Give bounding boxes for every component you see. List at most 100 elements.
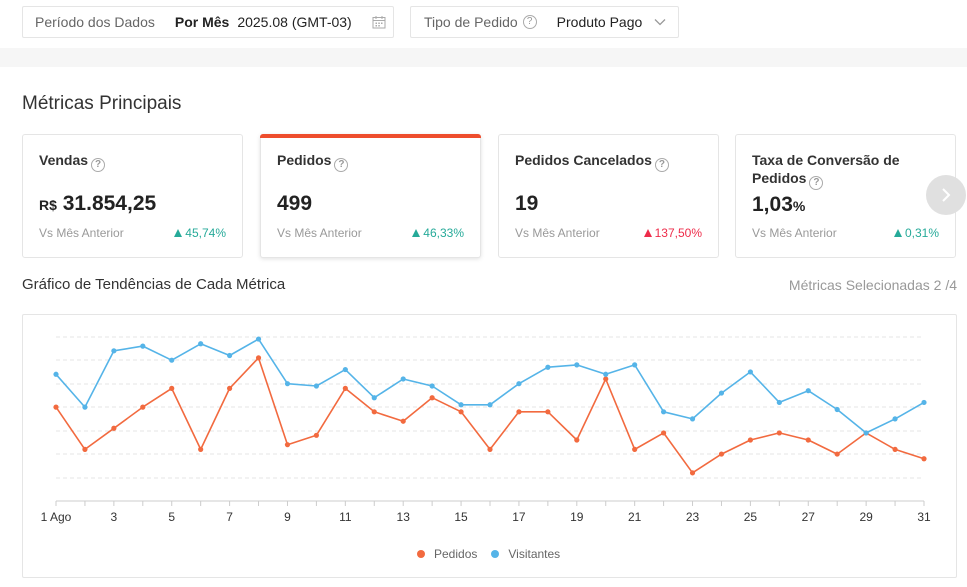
data-point-visitantes [342,366,348,373]
legend-dot-visitantes [491,550,500,558]
data-point-pedidos [371,409,377,415]
carousel-next-button[interactable] [926,175,966,215]
data-point-visitantes [892,416,898,422]
x-tick-label: 5 [168,510,175,524]
order-type-label: Tipo de Pedido [424,14,518,30]
data-point-visitantes [169,357,175,363]
data-point-visitantes [747,369,754,375]
data-point-pedidos [111,425,117,431]
x-tick-label: 31 [917,510,931,524]
order-type-filter[interactable]: Tipo de Pedido ? Produto Pago [410,6,679,38]
data-point-pedidos [313,432,319,438]
data-point-visitantes [313,383,319,389]
legend-item-pedidos[interactable]: Pedidos [417,547,477,561]
data-point-pedidos [342,385,348,391]
data-point-pedidos [603,376,609,382]
x-tick-label: 1 Ago [41,510,72,524]
metric-card-value: 499 [277,192,313,215]
x-tick-label: 23 [686,510,700,524]
metric-card-compare: Vs Mês Anterior [515,226,600,240]
data-point-visitantes [718,390,725,396]
period-filter-label: Período dos Dados [35,14,155,30]
data-point-pedidos [632,446,638,452]
help-icon[interactable]: ? [522,15,537,29]
data-point-visitantes [53,371,59,377]
x-tick-label: 7 [226,510,233,524]
data-point-pedidos [284,442,291,448]
data-point-pedidos [805,437,811,443]
data-point-visitantes [921,399,927,406]
data-point-pedidos [140,404,146,410]
data-point-pedidos [574,437,580,443]
x-tick-label: 13 [397,510,411,524]
metric-card-value: 1,03% [752,193,806,216]
data-point-pedidos [53,404,59,410]
data-point-visitantes [661,409,667,415]
help-icon[interactable]: ? [91,158,106,172]
metric-card-compare: Vs Mês Anterior [39,226,124,240]
x-tick-label: 25 [744,510,758,524]
data-point-pedidos [834,451,840,457]
data-point-pedidos [689,470,696,476]
metric-card-value: 19 [515,192,539,215]
chevron-down-icon[interactable] [654,18,666,26]
data-point-visitantes [805,388,811,394]
metric-card-pedidos[interactable]: Pedidos? 499 Vs Mês Anterior 46,33% [260,134,481,258]
metric-card-value: R$ 31.854,25 [39,192,157,215]
data-point-visitantes [227,352,233,359]
data-point-visitantes [255,336,262,342]
data-point-pedidos [82,446,88,452]
metric-card-title: Vendas? [39,151,229,172]
data-point-visitantes [82,404,88,410]
data-point-visitantes [400,376,406,382]
metric-card-change: 45,74% [174,226,226,240]
calendar-icon[interactable] [372,15,386,29]
x-tick-label: 19 [570,510,584,524]
help-icon[interactable]: ? [809,176,824,190]
data-point-visitantes [140,343,146,349]
data-point-visitantes [689,416,696,422]
x-tick-label: 21 [628,510,642,524]
metric-card-pedidos-cancelados[interactable]: Pedidos Cancelados? 19 Vs Mês Anterior 1… [498,134,719,258]
metric-card-vendas[interactable]: Vendas? R$ 31.854,25 Vs Mês Anterior 45,… [22,134,243,258]
data-point-pedidos [516,409,522,415]
data-point-visitantes [487,402,493,408]
period-mode: Por Mês [174,14,230,30]
data-point-visitantes [863,430,869,436]
data-point-pedidos [255,355,262,361]
data-point-visitantes [776,399,782,406]
metric-card-change: 0,31% [894,226,939,240]
metric-card-title: Taxa de Conversão de Pedidos? [752,152,900,190]
data-point-visitantes [111,348,117,354]
data-point-visitantes [198,341,204,347]
data-point-visitantes [603,371,609,377]
filter-bar: Período dos Dados Por Mês 2025.08 (GMT-0… [0,0,967,48]
metric-card-change: 137,50% [644,226,702,240]
data-point-pedidos [169,385,175,391]
x-tick-label: 11 [339,510,352,524]
data-point-pedidos [776,430,782,436]
legend-item-visitantes[interactable]: Visitantes [491,547,560,561]
data-point-pedidos [400,418,406,424]
data-point-visitantes [371,395,377,401]
trend-chart: 1 Ago 3 5 7 9 11 13 15 17 19 21 23 25 27 29 31 Pedidos … [22,314,957,578]
data-point-visitantes [834,406,840,413]
metric-card-taxa-conversao[interactable]: Taxa de Conversão de Pedidos? 1,03% Vs M… [735,134,956,258]
help-icon[interactable]: ? [334,158,349,172]
data-point-pedidos [661,430,667,436]
trend-chart-svg: 1 Ago 3 5 7 9 11 13 15 17 19 21 23 25 27 29 31 [41,336,931,524]
data-point-visitantes [574,362,580,368]
metric-card-title: Pedidos Cancelados? [515,151,705,172]
chevron-right-icon [942,188,951,202]
series-line-pedidos [55,357,925,474]
x-tick-label: 9 [284,510,291,524]
x-tick-label: 27 [802,510,816,524]
help-icon[interactable]: ? [654,158,669,172]
data-point-pedidos [921,456,927,462]
chart-title: Gráfico de Tendências de Cada Métrica [22,276,286,293]
period-filter[interactable]: Período dos Dados Por Mês 2025.08 (GMT-0… [22,6,394,38]
x-tick-label: 17 [512,510,526,524]
selected-metrics-counter[interactable]: Métricas Selecionadas 2 /4 [788,277,957,293]
data-point-visitantes [429,383,435,389]
data-point-pedidos [545,409,551,415]
